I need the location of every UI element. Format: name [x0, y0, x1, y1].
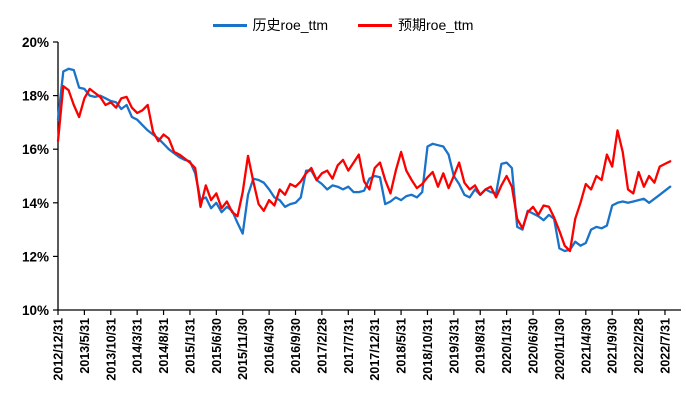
y-tick-label: 14% [22, 196, 49, 211]
x-tick-label: 2018/5/31 [395, 318, 409, 374]
chart-legend: 历史roe_ttm 预期roe_ttm [0, 18, 686, 32]
legend-item-history[interactable]: 历史roe_ttm [212, 17, 328, 33]
x-tick-label: 2014/8/31 [157, 318, 171, 374]
x-tick-label: 2020/6/30 [527, 318, 541, 374]
y-tick-label: 18% [22, 89, 49, 104]
x-tick-label: 2017/2/28 [315, 318, 329, 374]
x-tick-label: 2015/6/30 [210, 318, 224, 374]
y-tick-label: 16% [22, 142, 49, 157]
x-tick-label: 2014/3/31 [131, 318, 145, 374]
x-tick-label: 2020/11/30 [553, 318, 567, 380]
x-tick-label: 2019/8/31 [474, 318, 488, 374]
legend-label-expected: 预期roe_ttm [398, 17, 474, 33]
x-tick-label: 2020/1/31 [500, 318, 514, 374]
x-tick-label: 2022/7/31 [658, 318, 672, 374]
y-tick-label: 10% [22, 303, 49, 318]
x-tick-label: 2016/4/30 [263, 318, 277, 374]
y-tick-label: 20% [22, 35, 49, 50]
x-tick-label: 2021/9/30 [606, 318, 620, 374]
x-tick-label: 2016/9/30 [289, 318, 303, 374]
x-tick-label: 2015/1/31 [183, 318, 197, 374]
legend-item-expected[interactable]: 预期roe_ttm [358, 18, 473, 32]
x-tick-label: 2017/7/31 [342, 318, 356, 374]
expected-roe-line [56, 85, 672, 253]
history-roe-line [56, 67, 672, 253]
y-tick-label: 12% [22, 249, 49, 264]
history-line-swatch-icon [212, 23, 247, 27]
x-tick-label: 2022/2/28 [632, 318, 646, 374]
legend-label-history: 历史roe_ttm [252, 17, 328, 33]
x-tick-label: 2017/12/31 [368, 318, 382, 381]
x-tick-label: 2015/11/30 [236, 318, 250, 380]
x-tick-label: 2013/10/31 [104, 318, 118, 381]
x-tick-label: 2012/12/31 [52, 318, 66, 381]
x-tick-label: 2013/5/31 [78, 318, 92, 374]
x-tick-label: 2019/3/31 [447, 318, 461, 374]
x-tick-label: 2021/4/30 [579, 318, 593, 374]
expected-line-swatch-icon [358, 23, 392, 27]
x-tick-label: 2018/10/31 [421, 318, 435, 381]
